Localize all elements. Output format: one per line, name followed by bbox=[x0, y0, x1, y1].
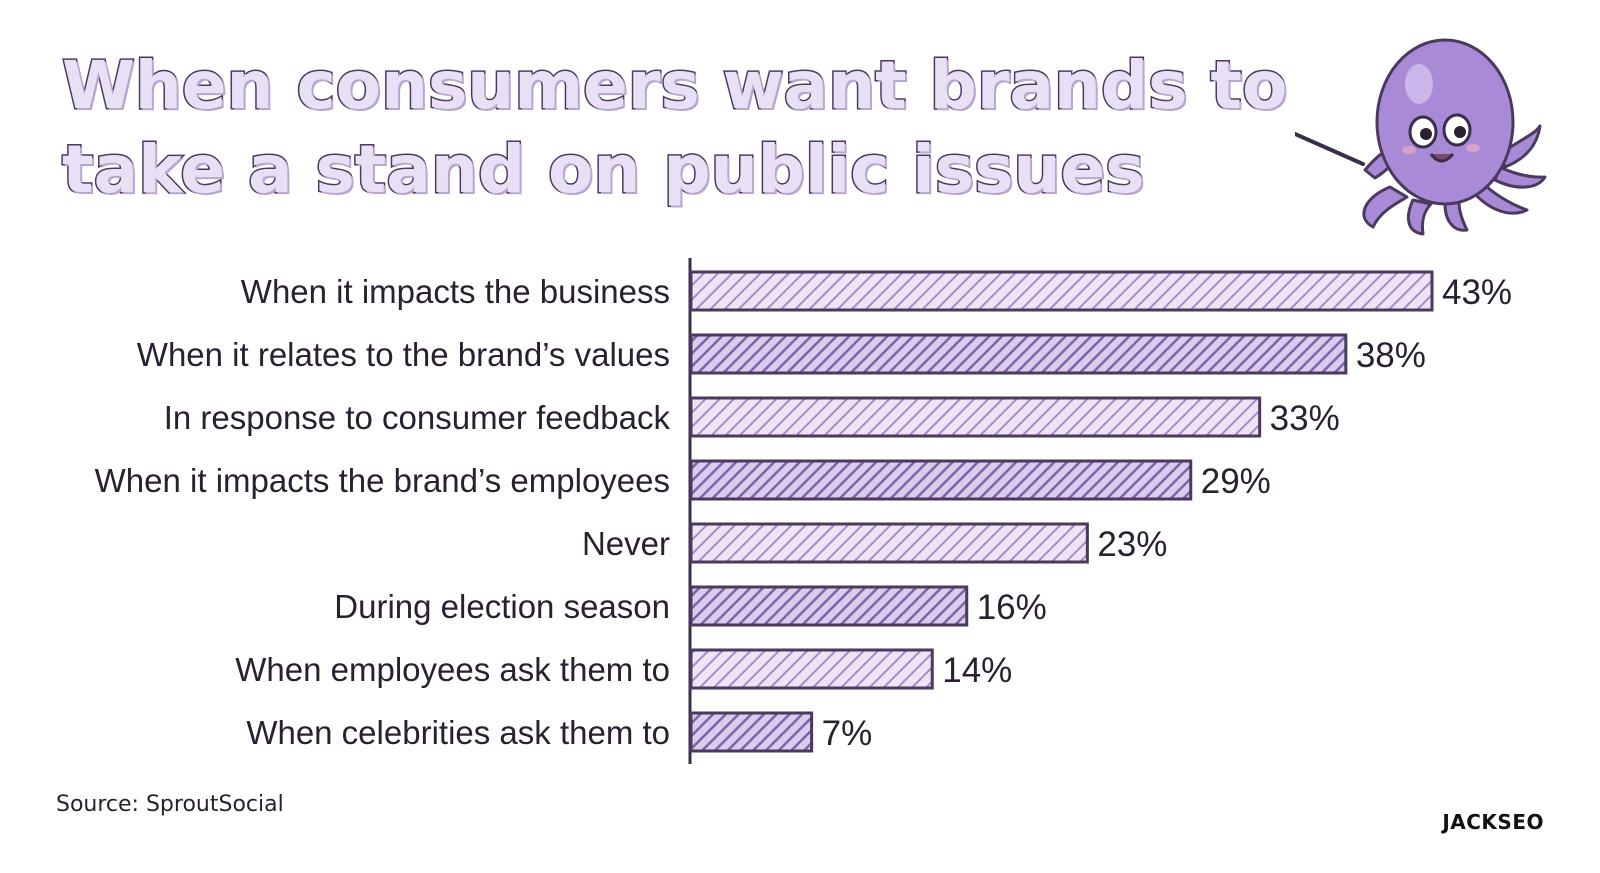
bar-never bbox=[689, 522, 1089, 564]
brand-logo: JACKSEO bbox=[1442, 810, 1544, 834]
category-label-never: Never bbox=[582, 525, 670, 562]
category-label-when-it-relates-to-the-brand-s-values: When it relates to the brand’s values bbox=[137, 336, 670, 373]
chart-title-line-1: When consumers want brands to bbox=[60, 46, 1288, 126]
value-label-when-it-relates-to-the-brand-s-values: 38% bbox=[1356, 336, 1426, 375]
value-label-when-it-impacts-the-business: 43% bbox=[1442, 273, 1512, 312]
category-label-in-response-to-consumer-feedback: In response to consumer feedback bbox=[164, 399, 671, 436]
category-label-when-employees-ask-them-to: When employees ask them to bbox=[235, 651, 670, 688]
bar-when-celebrities-ask-them-to bbox=[689, 711, 814, 753]
bar-when-it-relates-to-the-brand-s-values bbox=[689, 333, 1348, 375]
value-label-when-celebrities-ask-them-to: 7% bbox=[822, 714, 873, 753]
source-note: Source: SproutSocial bbox=[56, 792, 284, 817]
value-label-when-employees-ask-them-to: 14% bbox=[942, 651, 1012, 690]
bars-group bbox=[689, 270, 1434, 753]
category-label-when-it-impacts-the-business: When it impacts the business bbox=[241, 273, 670, 310]
bar-when-it-impacts-the-business bbox=[689, 270, 1434, 312]
value-labels-group: 43% 38% 33% 29% 23% 16% 14% 7% bbox=[822, 273, 1512, 753]
chart-title: When consumers want brands to take a sta… bbox=[60, 44, 1288, 212]
value-label-during-election-season: 16% bbox=[977, 588, 1047, 627]
category-label-when-it-impacts-the-brand-s-employees: When it impacts the brand’s employees bbox=[95, 462, 670, 499]
category-label-when-celebrities-ask-them-to: When celebrities ask them to bbox=[246, 714, 670, 751]
octopus-mascot-icon bbox=[1295, 38, 1547, 236]
value-label-when-it-impacts-the-brand-s-employees: 29% bbox=[1201, 462, 1271, 501]
bar-during-election-season bbox=[689, 585, 969, 627]
value-label-never: 23% bbox=[1097, 525, 1167, 564]
bar-in-response-to-consumer-feedback bbox=[689, 396, 1262, 438]
bar-when-it-impacts-the-brand-s-employees bbox=[689, 459, 1193, 501]
category-labels-group: When it impacts the business When it rela… bbox=[95, 273, 671, 751]
bar-when-employees-ask-them-to bbox=[689, 648, 934, 690]
category-label-during-election-season: During election season bbox=[334, 588, 670, 625]
value-label-in-response-to-consumer-feedback: 33% bbox=[1270, 399, 1340, 438]
chart-title-line-2: take a stand on public issues bbox=[60, 130, 1145, 210]
